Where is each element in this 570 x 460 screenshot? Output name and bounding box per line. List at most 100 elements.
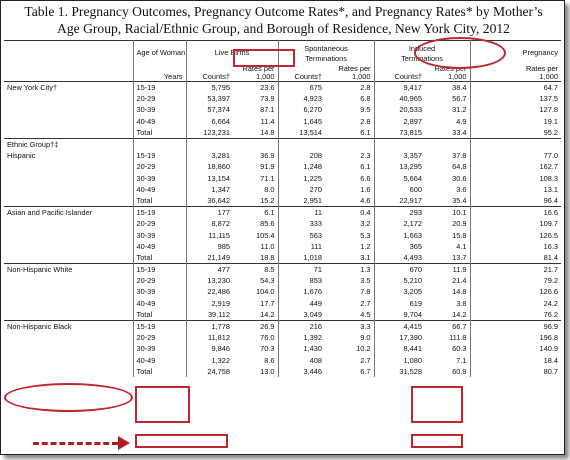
value-cell-pr: 24.2 xyxy=(469,297,562,309)
age-group-cell: 20-29 xyxy=(132,275,186,287)
value-cell-lbr: 14.2 xyxy=(260,309,275,319)
arrow-head-icon xyxy=(118,436,130,450)
value-cell-ir: 33.4 xyxy=(452,127,467,137)
age-group-cell: 30-39 xyxy=(132,172,186,184)
value-cell-ir: 64.8 xyxy=(452,162,467,172)
rates-header: Rates per 1,000 xyxy=(469,64,562,82)
value-cell-lb: 1,778 xyxy=(185,320,233,333)
value-cell-pr: 79.2 xyxy=(469,275,562,287)
spontaneous-header: Spontaneous Terminations xyxy=(277,40,375,64)
value-cell-lbr: 14.8 xyxy=(260,127,275,137)
value-cell-ic: 20,533 xyxy=(373,104,426,116)
group-label: Hispanic xyxy=(7,151,36,161)
table-row: Non-Hispanic White 15-19 477 8.5 71 1.3 670 11.… xyxy=(4,263,562,276)
value-cell-ir: 3.8 xyxy=(456,298,467,308)
age-group-cell: Total xyxy=(132,251,186,264)
value-cell-ic: 5,210 xyxy=(373,275,426,287)
value-cell-ir: 11.9 xyxy=(452,265,467,275)
value-cell-sc: 1,248 xyxy=(277,161,326,173)
table-row: 20-29 8,872 85.6 333 3.2 2,172 20.9 109.7 xyxy=(4,218,562,230)
value-cell-ic: 2,897 xyxy=(373,115,426,127)
group-label: Non-Hispanic Black xyxy=(7,322,72,332)
value-cell-pr: 95.2 xyxy=(469,126,562,139)
value-cell-lb: 477 xyxy=(185,263,233,276)
value-cell-ic: 22,917 xyxy=(373,194,426,207)
nhb-total-births-highlight-box xyxy=(135,434,228,448)
value-cell-sr: 7.8 xyxy=(360,287,371,297)
value-cell-lb: 123,231 xyxy=(185,126,233,139)
value-cell-lb: 24,758 xyxy=(185,365,233,377)
value-cell-pr: 108.3 xyxy=(469,172,562,184)
value-cell-lbr: 15.2 xyxy=(260,195,275,205)
value-cell-lbr: 85.6 xyxy=(260,219,275,229)
value-cell-lb: 2,919 xyxy=(185,297,233,309)
value-cell-ir: 4.1 xyxy=(456,241,467,251)
value-cell-sr: 6.8 xyxy=(360,94,371,104)
table-row: New York City† 15-19 5,795 23.6 675 2.8 9,417 3… xyxy=(4,81,562,94)
value-cell-ic: 31,528 xyxy=(373,365,426,377)
table-row: 30-39 9,846 70.3 1,430 10.2 8,441 60.3 140.9 xyxy=(4,343,562,355)
table-row: 20-29 53,397 73.9 4,923 6.8 40,965 56.7 137.5 xyxy=(4,93,562,105)
table-row: 20-29 11,812 76.0 1,392 9.0 17,390 111.8 196.8 xyxy=(4,332,562,344)
value-cell-sc: 2,951 xyxy=(277,194,326,207)
table-row: Hispanic 15-19 3,281 36.9 208 2.3 3,357 37.8 77.… xyxy=(4,150,562,162)
value-cell-lbr: 104.0 xyxy=(256,287,275,297)
value-cell-ir: 37.8 xyxy=(452,151,467,161)
section-heading-row: Ethnic Group†‡ xyxy=(4,138,562,151)
value-cell-sc: 1,018 xyxy=(277,251,326,264)
title-line-2: Age Group, Racial/Ethnic Group, and Boro… xyxy=(57,21,510,36)
value-cell-sr: 6.6 xyxy=(360,173,371,183)
age-group-cell: 40-49 xyxy=(132,240,186,252)
age-group-cell: 30-39 xyxy=(132,104,186,116)
value-cell-ic: 9,417 xyxy=(373,81,426,94)
table-title: Table 1. Pregnancy Outcomes, Pregnancy O… xyxy=(6,3,561,37)
value-cell-pr: 137.5 xyxy=(469,93,562,105)
value-cell-pr: 76.2 xyxy=(469,308,562,321)
value-cell-sc: 1,676 xyxy=(277,286,326,298)
value-cell-pr: 80.7 xyxy=(469,365,562,377)
table-row: Total 39,112 14.2 3,049 4.5 9,704 14.2 76.2 xyxy=(4,308,562,321)
value-cell-sc: 6,270 xyxy=(277,104,326,116)
value-cell-pr: 21.7 xyxy=(469,263,562,276)
nhb-induced-highlight-box xyxy=(411,386,463,423)
value-cell-sr: 1.3 xyxy=(360,265,371,275)
section-heading: Ethnic Group†‡ xyxy=(7,140,59,150)
value-cell-sr: 4.6 xyxy=(360,195,371,205)
value-cell-sr: 5.3 xyxy=(360,230,371,240)
counts-header: Counts† xyxy=(277,64,326,82)
value-cell-lbr: 8.6 xyxy=(264,355,275,365)
age-group-cell: 30-39 xyxy=(132,229,186,241)
counts-header: Counts† xyxy=(185,64,233,82)
table-row: Total 24,758 13.0 3,446 6.7 31,528 60.9 80.7 xyxy=(4,365,562,377)
value-cell-sr: 1.6 xyxy=(360,184,371,194)
live-births-header: Live Births xyxy=(185,40,279,64)
value-cell-ic: 13,295 xyxy=(373,161,426,173)
table-row: Total 21,149 18.8 1,018 3.1 4,493 13.7 81.4 xyxy=(4,251,562,264)
value-cell-pr: 127.8 xyxy=(469,104,562,116)
age-group-cell: Total xyxy=(132,126,186,139)
value-cell-sr: 6.7 xyxy=(360,366,371,376)
value-cell-ir: 56.7 xyxy=(452,94,467,104)
value-cell-ic: 40,965 xyxy=(373,93,426,105)
value-cell-ir: 3.6 xyxy=(456,184,467,194)
data-table: Age of Woman Live Births Spontaneous Term… xyxy=(4,40,562,377)
value-cell-ir: 7.1 xyxy=(456,355,467,365)
age-group-cell: Total xyxy=(132,308,186,321)
value-cell-sc: 853 xyxy=(277,275,326,287)
table-row: 30-39 11,115 105.4 563 5.3 1,663 15.8 126.5 xyxy=(4,229,562,241)
value-cell-sc: 1,392 xyxy=(277,332,326,344)
value-cell-lbr: 11.0 xyxy=(260,241,275,251)
age-group-cell: Total xyxy=(132,194,186,207)
value-cell-sr: 6.1 xyxy=(360,162,371,172)
value-cell-ir: 4.9 xyxy=(456,116,467,126)
value-cell-sc: 208 xyxy=(277,150,326,162)
value-cell-pr: 16.3 xyxy=(469,240,562,252)
value-cell-sc: 1,430 xyxy=(277,343,326,355)
value-cell-sc: 675 xyxy=(277,81,326,94)
value-cell-lb: 13,154 xyxy=(185,172,233,184)
table-row: Total 36,642 15.2 2,951 4.6 22,917 35.4 96.4 xyxy=(4,194,562,207)
value-cell-lb: 13,230 xyxy=(185,275,233,287)
value-cell-ic: 600 xyxy=(373,183,426,195)
value-cell-ic: 4,415 xyxy=(373,320,426,333)
value-cell-sr: 6.1 xyxy=(360,127,371,137)
